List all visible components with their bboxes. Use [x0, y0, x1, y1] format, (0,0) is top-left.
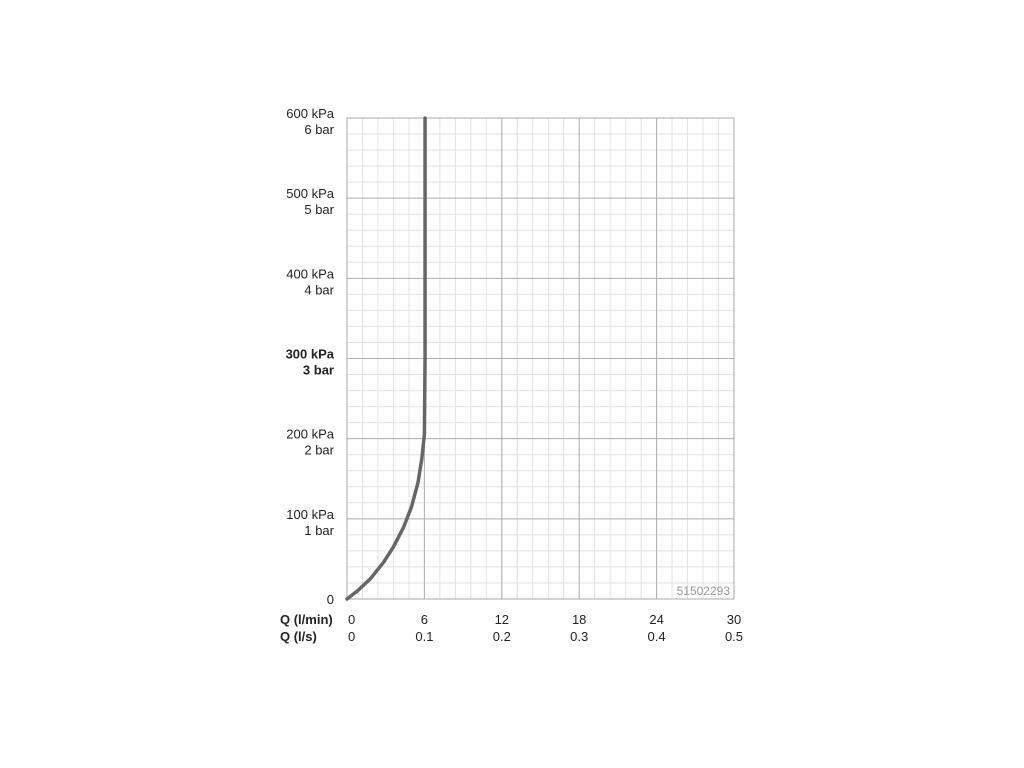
y-tick-label-kpa: 300 kPa — [286, 347, 335, 362]
x-tick-label-ls: 0.4 — [648, 629, 666, 644]
x-axis-title-lmin: Q (l/min) — [280, 612, 333, 627]
y-tick-label-kpa: 0 — [327, 592, 334, 607]
x-axis-labels: 0 0 6 0.1 12 0.2 18 0.3 24 0.4 30 0.5 — [348, 612, 743, 644]
y-tick-label-bar: 2 bar — [304, 443, 334, 458]
y-tick-label-kpa: 200 kPa — [286, 427, 334, 442]
series-layer — [345, 116, 427, 601]
y-tick-label-bar: 1 bar — [304, 523, 334, 538]
y-tick-label-bar: 6 bar — [304, 122, 334, 137]
x-tick-label-ls: 0 — [348, 629, 355, 644]
x-tick-label-ls: 0.5 — [725, 629, 743, 644]
plot-frame — [346, 117, 735, 600]
x-tick-label-lmin: 12 — [495, 612, 509, 627]
x-tick-label-lmin: 0 — [348, 612, 355, 627]
series-line-0 — [345, 116, 427, 601]
y-tick-label-bar: 3 bar — [303, 363, 334, 378]
y-tick-label-kpa: 100 kPa — [286, 507, 334, 522]
diagram-code-label: 51502293 — [677, 584, 731, 598]
x-tick-label-lmin: 6 — [421, 612, 428, 627]
x-tick-label-lmin: 18 — [572, 612, 586, 627]
x-axis-title-ls: Q (l/s) — [280, 629, 317, 644]
y-tick-label-kpa: 400 kPa — [286, 266, 334, 281]
y-tick-label-bar: 5 bar — [304, 202, 334, 217]
x-tick-label-ls: 0.1 — [415, 629, 433, 644]
y-tick-label-kpa: 600 kPa — [286, 106, 334, 121]
x-tick-label-ls: 0.2 — [493, 629, 511, 644]
x-tick-label-lmin: 30 — [727, 612, 741, 627]
y-tick-label-kpa: 500 kPa — [286, 186, 334, 201]
x-tick-label-lmin: 24 — [649, 612, 663, 627]
x-tick-label-ls: 0.3 — [570, 629, 588, 644]
y-tick-label-bar: 4 bar — [304, 282, 334, 297]
